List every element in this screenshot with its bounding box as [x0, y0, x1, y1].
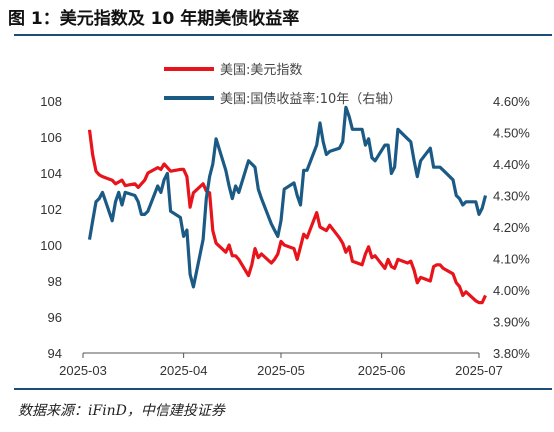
legend-label-usd-index: 美国:美元指数 — [220, 63, 302, 78]
y-left-tick-label: 100 — [40, 238, 62, 253]
x-tick-label: 2025-07 — [455, 363, 503, 378]
y-right-tick-label: 3.80% — [493, 346, 530, 361]
usd-index-line — [87, 129, 487, 305]
x-tick-label: 2025-06 — [358, 363, 406, 378]
chart-lines — [87, 105, 488, 305]
y-left-tick-label: 96 — [48, 310, 62, 325]
y-right-tick-label: 4.30% — [493, 189, 530, 204]
y-right-tick-label: 4.00% — [493, 283, 530, 298]
x-tick-label: 2025-05 — [257, 363, 305, 378]
y-left-tick-label: 106 — [40, 130, 62, 145]
x-tick-label: 2025-04 — [160, 363, 208, 378]
y-left-tick-label: 102 — [40, 202, 62, 217]
chart-svg: 2025-03 2025-04 2025-05 2025-06 2025-07 94 96 9… — [40, 63, 530, 378]
y-right-tick-label: 4.20% — [493, 220, 530, 235]
us10y-line — [87, 105, 488, 289]
y-left-tick-label: 94 — [48, 346, 62, 361]
y-right-tick-label: 4.60% — [493, 94, 530, 109]
y-right-tick-label: 4.10% — [493, 252, 530, 267]
y-left-tick-label: 108 — [40, 94, 62, 109]
y-left-tick-label: 104 — [40, 166, 62, 181]
y-right-tick-label: 3.90% — [493, 315, 530, 330]
source-rule — [14, 388, 552, 390]
x-tick-label: 2025-03 — [59, 363, 107, 378]
title-rule — [14, 34, 552, 36]
y-right-tick-label: 4.50% — [493, 126, 530, 141]
chart-axes: 2025-03 2025-04 2025-05 2025-06 2025-07 94 96 9… — [40, 94, 530, 378]
chart-legend: 美国:美元指数 美国:国债收益率:10年（右轴） — [164, 63, 401, 107]
y-right-tick-label: 4.40% — [493, 157, 530, 172]
y-left-tick-label: 98 — [48, 274, 62, 289]
source-note: 数据来源：iFinD，中信建投证券 — [18, 403, 225, 419]
legend-label-us10y: 美国:国债收益率:10年（右轴） — [220, 91, 401, 107]
figure-title: 图 1：美元指数及 10 年期美债收益率 — [8, 9, 300, 29]
